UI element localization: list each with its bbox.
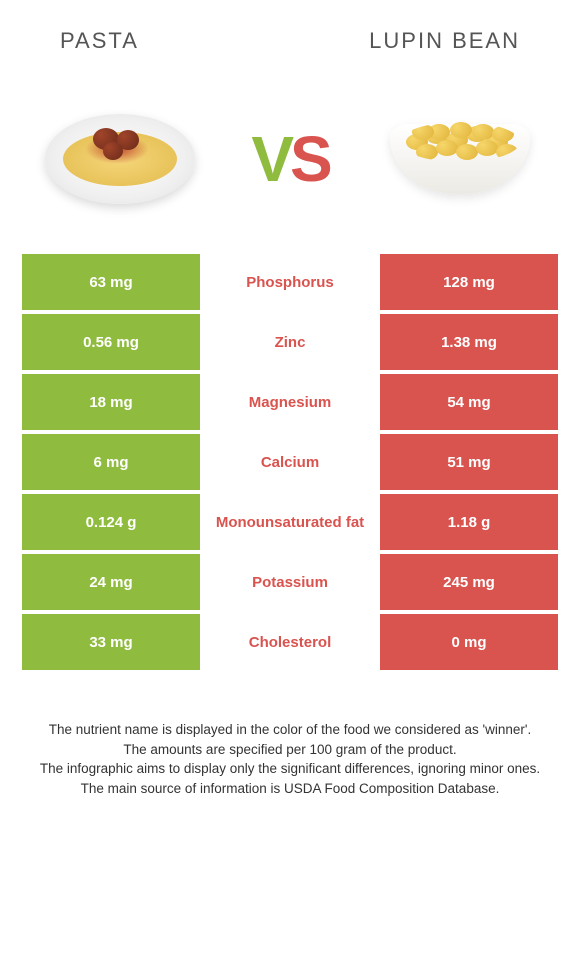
value-right: 0 mg [380,614,558,670]
vs-label: VS [251,122,328,196]
value-right: 54 mg [380,374,558,430]
nutrient-label: Cholesterol [200,614,380,670]
value-right: 245 mg [380,554,558,610]
footer-notes: The nutrient name is displayed in the co… [22,720,558,798]
footer-line: The infographic aims to display only the… [22,759,558,779]
value-left: 0.124 g [22,494,200,550]
value-left: 33 mg [22,614,200,670]
title-right: LUPIN BEAN [369,28,520,54]
table-row: 33 mgCholesterol0 mg [22,614,558,670]
footer-line: The amounts are specified per 100 gram o… [22,740,558,760]
value-left: 63 mg [22,254,200,310]
table-row: 63 mgPhosphorus128 mg [22,254,558,310]
value-left: 6 mg [22,434,200,490]
value-right: 51 mg [380,434,558,490]
nutrient-label: Magnesium [200,374,380,430]
nutrient-label: Potassium [200,554,380,610]
value-left: 24 mg [22,554,200,610]
value-left: 0.56 mg [22,314,200,370]
table-row: 24 mgPotassium245 mg [22,554,558,610]
footer-line: The nutrient name is displayed in the co… [22,720,558,740]
lupin-image [380,104,540,214]
value-right: 128 mg [380,254,558,310]
value-right: 1.18 g [380,494,558,550]
footer-line: The main source of information is USDA F… [22,779,558,799]
vs-v: V [251,123,290,195]
table-row: 18 mgMagnesium54 mg [22,374,558,430]
nutrient-label: Phosphorus [200,254,380,310]
nutrient-label: Zinc [200,314,380,370]
images-row: VS [0,64,580,244]
nutrient-table: 63 mgPhosphorus128 mg0.56 mgZinc1.38 mg1… [22,254,558,670]
nutrient-label: Calcium [200,434,380,490]
pasta-image [40,104,200,214]
table-row: 6 mgCalcium51 mg [22,434,558,490]
table-row: 0.56 mgZinc1.38 mg [22,314,558,370]
title-left: PASTA [60,28,139,54]
header: PASTA LUPIN BEAN [0,0,580,64]
vs-s: S [290,123,329,195]
nutrient-label: Monounsaturated fat [200,494,380,550]
value-right: 1.38 mg [380,314,558,370]
table-row: 0.124 gMonounsaturated fat1.18 g [22,494,558,550]
value-left: 18 mg [22,374,200,430]
